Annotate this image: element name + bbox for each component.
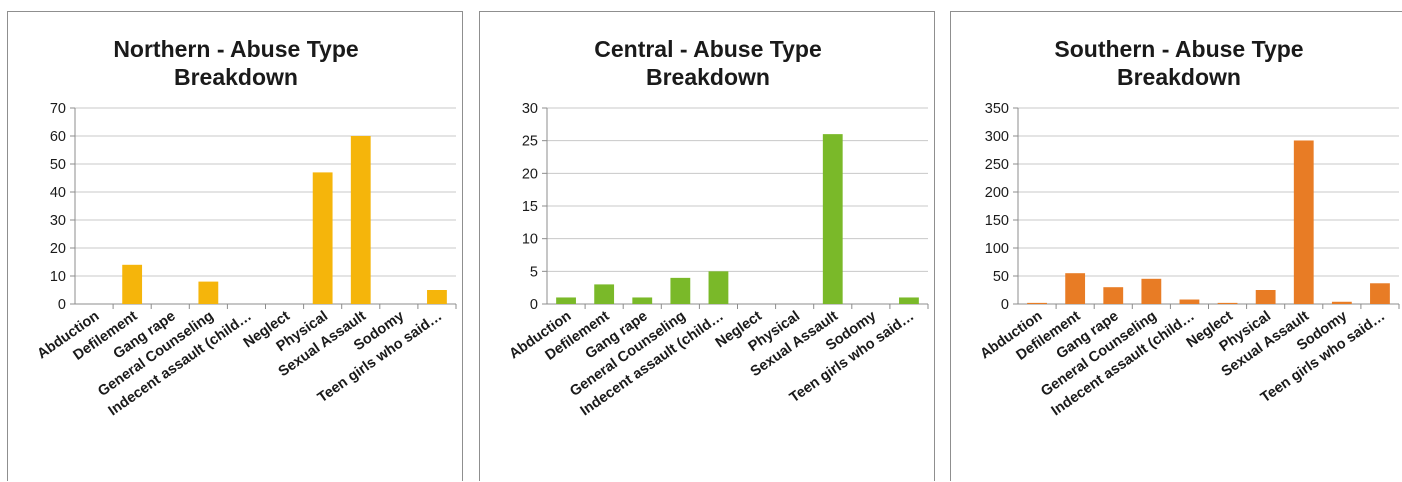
y-tick-label: 25 bbox=[522, 134, 538, 150]
y-tick-label: 100 bbox=[985, 241, 1009, 257]
y-tick-label: 60 bbox=[50, 129, 66, 145]
chart-title-line: Breakdown bbox=[174, 64, 298, 90]
y-tick-label: 200 bbox=[985, 185, 1009, 201]
y-tick-label: 70 bbox=[50, 101, 66, 117]
chart-title-line: Northern - Abuse Type bbox=[113, 36, 358, 62]
chart-title-line: Southern - Abuse Type bbox=[1054, 36, 1303, 62]
y-tick-label: 15 bbox=[522, 199, 538, 215]
bar bbox=[899, 297, 919, 304]
bar bbox=[1027, 302, 1047, 304]
bar bbox=[1065, 273, 1086, 304]
y-tick-label: 0 bbox=[530, 297, 538, 313]
y-tick-label: 10 bbox=[50, 269, 66, 285]
y-tick-label: 20 bbox=[522, 166, 538, 182]
chart-title-line: Breakdown bbox=[1117, 64, 1241, 90]
bar bbox=[427, 290, 447, 304]
y-tick-label: 30 bbox=[50, 213, 66, 229]
bar bbox=[1179, 299, 1200, 304]
y-tick-label: 300 bbox=[985, 129, 1009, 145]
bar bbox=[708, 271, 729, 304]
bar bbox=[594, 284, 615, 304]
y-tick-label: 0 bbox=[1001, 297, 1009, 313]
y-tick-label: 20 bbox=[50, 241, 66, 257]
bar bbox=[122, 264, 143, 304]
bar bbox=[822, 134, 843, 304]
y-tick-label: 5 bbox=[530, 264, 538, 280]
bar bbox=[1103, 287, 1124, 304]
bar bbox=[670, 277, 691, 304]
chart-panel-central: Central - Abuse Type Breakdown 0 5 10 15 20 25 3… bbox=[479, 11, 935, 481]
bar bbox=[1293, 140, 1314, 304]
y-tick-label: 30 bbox=[522, 101, 538, 117]
y-tick-label: 40 bbox=[50, 185, 66, 201]
bar bbox=[198, 281, 219, 304]
y-tick-label: 10 bbox=[522, 232, 538, 248]
bar bbox=[632, 297, 653, 304]
bar bbox=[1141, 278, 1162, 304]
y-tick-label: 0 bbox=[58, 297, 66, 313]
bar bbox=[350, 136, 371, 304]
y-tick-label: 250 bbox=[985, 157, 1009, 173]
chart-panel-southern: Southern - Abuse Type Breakdown 0 50 100 150 2… bbox=[950, 11, 1402, 481]
y-tick-label: 150 bbox=[985, 213, 1009, 229]
bar bbox=[1331, 301, 1352, 304]
bar bbox=[1217, 302, 1238, 304]
y-tick-label: 50 bbox=[993, 269, 1009, 285]
y-tick-label: 50 bbox=[50, 157, 66, 173]
bar bbox=[1255, 290, 1276, 304]
chart-panel-northern: Northern - Abuse Type Breakdown 0 10 20 30 40 5… bbox=[7, 11, 463, 481]
y-tick-label: 350 bbox=[985, 101, 1009, 117]
chart-title-line: Breakdown bbox=[646, 64, 770, 90]
bar bbox=[556, 297, 576, 304]
bar bbox=[312, 172, 333, 304]
chart-title-line: Central - Abuse Type bbox=[594, 36, 821, 62]
bar bbox=[1370, 283, 1390, 304]
